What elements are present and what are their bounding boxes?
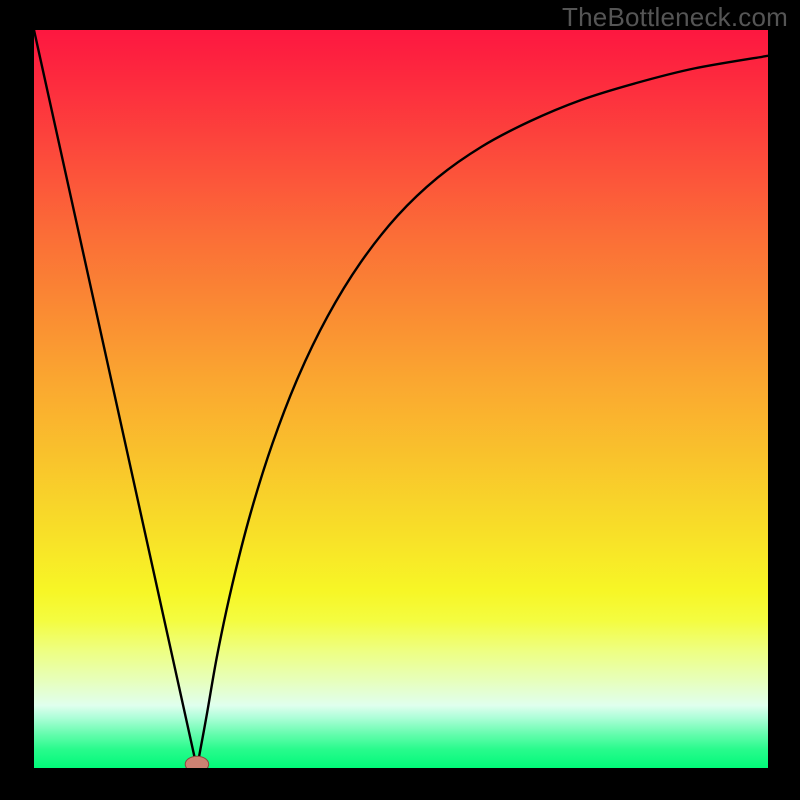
chart-svg xyxy=(0,0,800,800)
watermark-text: TheBottleneck.com xyxy=(562,2,788,33)
vertex-marker xyxy=(185,756,208,772)
plot-background xyxy=(34,30,768,768)
figure-container: TheBottleneck.com xyxy=(0,0,800,800)
